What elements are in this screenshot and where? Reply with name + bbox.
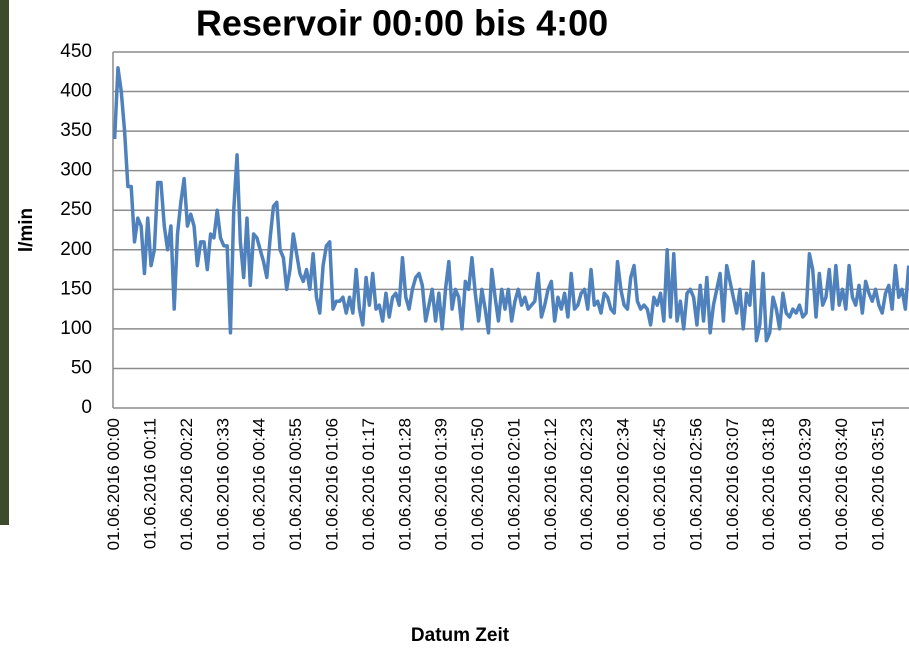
x-tick-label: 01.06.2016 01:39 (432, 418, 451, 550)
y-tick-label: 150 (60, 278, 92, 299)
y-tick-label: 350 (60, 120, 92, 141)
x-tick-label: 01.06.2016 02:56 (686, 418, 705, 550)
x-tick-label: 01.06.2016 01:28 (395, 418, 414, 550)
x-tick-label: 01.06.2016 00:00 (104, 418, 123, 550)
x-tick-label: 01.06.2016 00:22 (177, 418, 196, 550)
y-tick-label: 0 (81, 397, 92, 418)
y-tick-label: 250 (60, 199, 92, 220)
y-tick-label: 300 (60, 160, 92, 181)
x-tick-label: 01.06.2016 03:51 (868, 418, 887, 550)
x-tick-label: 01.06.2016 02:01 (504, 418, 523, 550)
x-tick-label: 01.06.2016 00:44 (250, 418, 269, 550)
photo-edge (0, 0, 9, 525)
x-tick-label: 01.06.2016 01:50 (468, 418, 487, 550)
y-axis-title: l/min (16, 208, 37, 252)
y-tick-label: 200 (60, 239, 92, 260)
x-tick-label: 01.06.2016 03:29 (796, 418, 815, 550)
x-tick-label: 01.06.2016 03:40 (832, 418, 851, 550)
x-tick-label: 01.06.2016 01:06 (322, 418, 341, 550)
y-tick-label: 100 (60, 318, 92, 339)
x-axis-title: Datum Zeit (411, 625, 510, 646)
x-tick-label: 01.06.2016 00:11 (141, 418, 160, 549)
chart: Reservoir 00:00 bis 4:00 l/min Datum Zei… (0, 0, 909, 648)
data-line (115, 68, 909, 341)
x-tick-label: 01.06.2016 03:07 (723, 418, 742, 550)
chart-title: Reservoir 00:00 bis 4:00 (196, 3, 608, 44)
y-tick-label: 400 (60, 81, 92, 102)
x-tick-label: 01.06.2016 02:34 (614, 418, 633, 550)
x-tick-label: 01.06.2016 02:12 (541, 418, 560, 550)
x-tick-label: 01.06.2016 02:45 (650, 418, 669, 550)
x-tick-label: 01.06.2016 01:17 (359, 418, 378, 550)
y-tick-label: 50 (71, 357, 92, 378)
x-tick-label: 01.06.2016 03:18 (759, 418, 778, 550)
x-tick-label: 01.06.2016 00:33 (213, 418, 232, 550)
y-tick-label: 450 (60, 41, 92, 62)
x-tick-label: 01.06.2016 02:23 (577, 418, 596, 550)
x-tick-label: 01.06.2016 00:55 (286, 418, 305, 550)
